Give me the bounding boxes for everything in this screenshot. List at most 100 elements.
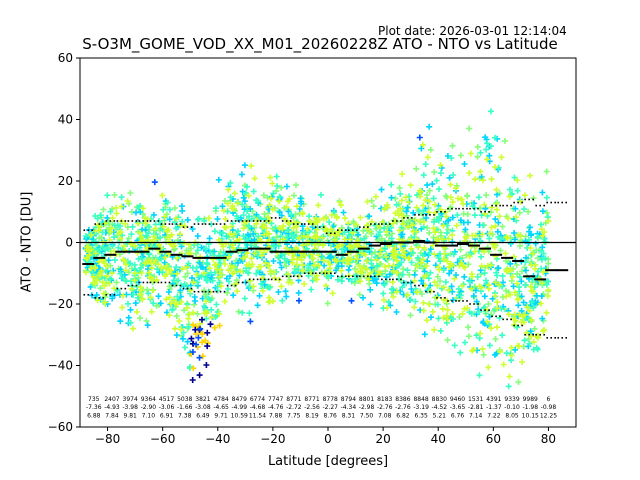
std-marker [322, 226, 325, 228]
std-marker [411, 281, 413, 284]
stat-label: 7747 [268, 396, 283, 403]
stat-label: -2.56 [304, 404, 320, 411]
std-marker [160, 223, 163, 225]
std-marker [550, 337, 552, 339]
std-marker [270, 278, 273, 281]
y-tick-label: 60 [58, 51, 73, 65]
std-marker [367, 226, 369, 228]
stat-label: 8830 [432, 396, 447, 403]
stat-label: -4.93 [104, 404, 120, 411]
std-marker [414, 284, 416, 287]
std-marker [429, 290, 431, 293]
std-marker [451, 300, 453, 302]
std-marker [289, 220, 292, 222]
stat-label: -3.06 [159, 404, 175, 411]
std-marker [495, 315, 497, 318]
std-marker [197, 223, 200, 225]
std-marker [281, 220, 284, 222]
std-marker [219, 223, 222, 225]
std-marker [149, 281, 152, 284]
std-marker [138, 220, 141, 222]
std-marker [274, 217, 277, 219]
std-marker [325, 272, 328, 275]
std-marker [252, 220, 255, 222]
stat-label: -3.19 [413, 404, 429, 411]
std-marker [455, 207, 457, 210]
std-marker [245, 281, 248, 284]
stat-label: 8801 [359, 396, 374, 403]
std-marker [160, 281, 163, 284]
std-marker [444, 297, 446, 299]
std-marker [502, 204, 504, 207]
std-marker [561, 201, 564, 204]
chart-title: S-O3M_GOME_VOD_XX_M01_20260228Z ATO - NT… [82, 35, 558, 53]
stat-label: -4.34 [341, 404, 357, 411]
stat-label: 9339 [504, 396, 519, 403]
std-marker [565, 201, 568, 204]
std-marker [513, 324, 515, 327]
stat-label: 8.19 [305, 412, 319, 419]
std-marker [378, 223, 380, 225]
stat-label: 7.10 [142, 412, 156, 419]
std-marker [333, 232, 336, 235]
std-marker [440, 297, 442, 299]
std-marker [510, 204, 512, 207]
std-marker [193, 223, 196, 225]
std-marker [499, 315, 501, 318]
stat-label: 7.08 [378, 412, 392, 419]
std-marker [241, 220, 244, 222]
stat-label: 9.71 [214, 412, 228, 419]
std-marker [477, 207, 479, 210]
std-marker [311, 272, 314, 275]
std-marker [124, 287, 127, 290]
std-marker [513, 201, 515, 204]
std-marker [212, 290, 215, 293]
std-marker [444, 210, 446, 213]
std-marker [392, 278, 394, 281]
std-marker [314, 272, 317, 275]
std-marker [455, 300, 457, 302]
std-marker [436, 297, 438, 299]
std-marker [425, 214, 427, 216]
std-marker [120, 287, 123, 290]
std-marker [550, 201, 552, 204]
std-marker [175, 223, 178, 225]
std-marker [237, 281, 240, 284]
std-marker [102, 297, 105, 299]
x-tick-label: 40 [431, 432, 446, 446]
std-marker [469, 207, 471, 210]
std-marker [447, 300, 449, 302]
std-marker [153, 220, 156, 222]
stat-label: 4784 [213, 396, 228, 403]
stat-label: 8848 [413, 396, 428, 403]
stat-label: 8.31 [342, 412, 356, 419]
std-marker [329, 272, 332, 275]
x-tick-label: −40 [205, 432, 230, 446]
stat-label: -3.65 [450, 404, 466, 411]
std-marker [477, 303, 479, 305]
stat-label: 735 [88, 396, 100, 403]
std-marker [389, 223, 391, 225]
std-marker [385, 278, 387, 281]
x-tick-label: −80 [95, 432, 120, 446]
std-marker [179, 284, 182, 287]
std-marker [517, 324, 519, 327]
std-marker [124, 220, 127, 222]
std-marker [197, 290, 200, 293]
std-marker [458, 207, 460, 210]
std-marker [418, 284, 420, 287]
std-marker [83, 293, 86, 296]
stat-label: 8771 [286, 396, 301, 403]
std-marker [146, 220, 149, 222]
std-marker [256, 278, 259, 281]
std-marker [94, 297, 97, 299]
std-marker [433, 214, 435, 216]
std-marker [422, 284, 424, 287]
std-marker [356, 275, 358, 278]
std-marker [252, 278, 255, 281]
stat-label: 2407 [104, 396, 119, 403]
std-marker [411, 217, 413, 219]
x-axis-ticks: −80 −60 −40 −20 0 20 40 60 80 [95, 427, 556, 446]
std-marker [374, 223, 376, 225]
y-tick-label: −60 [48, 420, 73, 434]
